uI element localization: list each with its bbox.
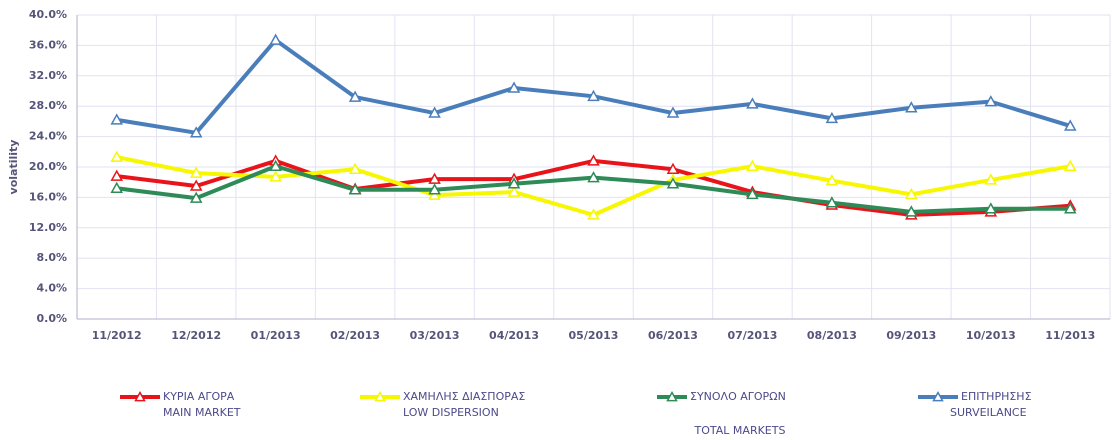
- point-marker: [269, 170, 282, 182]
- x-tick-label: 08/2013: [807, 329, 857, 342]
- y-tick-label: 8.0%: [36, 251, 67, 264]
- legend-label: ΧΑΜΗΛΗΣ ΔΙΑΣΠΟΡΑΣ: [403, 390, 525, 403]
- y-tick-label: 4.0%: [36, 282, 67, 295]
- point-marker: [269, 33, 282, 45]
- x-tick-label: 10/2013: [966, 329, 1016, 342]
- series-line: [116, 38, 1071, 135]
- point-marker: [746, 159, 759, 171]
- point-marker: [110, 150, 124, 162]
- x-tick-label: 04/2013: [489, 329, 539, 342]
- point-marker: [428, 183, 441, 195]
- point-marker: [428, 188, 441, 200]
- legend-label: ΚΥΡΙΑ ΑΓΟΡΑ: [163, 390, 235, 403]
- y-axis-label: volatility: [7, 140, 20, 195]
- point-marker: [348, 183, 362, 195]
- point-marker: [666, 177, 680, 189]
- point-marker: [189, 191, 203, 203]
- point-marker: [507, 177, 521, 189]
- legend-label: SURVEILANCE: [950, 406, 1027, 419]
- y-tick-label: 24.0%: [29, 130, 67, 143]
- point-marker: [825, 196, 839, 208]
- x-tick-label: 12/2012: [171, 329, 221, 342]
- legend-label: MAIN MARKET: [163, 406, 241, 419]
- x-tick-label: 03/2013: [410, 329, 460, 342]
- y-tick-label: 20.0%: [29, 160, 67, 173]
- point-marker: [189, 126, 203, 138]
- point-marker: [905, 101, 918, 113]
- point-marker: [189, 166, 203, 178]
- y-tick-label: 40.0%: [29, 8, 67, 21]
- legend-label: ΣΥΝΟΛΟ ΑΓΟΡΩΝ: [690, 390, 786, 403]
- legend-marker: [666, 390, 678, 402]
- point-marker: [905, 205, 918, 217]
- point-marker: [666, 106, 680, 118]
- x-tick-label: 11/2012: [92, 329, 142, 342]
- point-marker: [746, 97, 759, 109]
- legend-label: TOTAL MARKETS: [694, 424, 786, 437]
- series-line: [116, 158, 1071, 217]
- x-tick-label: 07/2013: [727, 329, 777, 342]
- point-marker: [428, 106, 441, 118]
- y-tick-label: 16.0%: [29, 190, 67, 203]
- point-marker: [984, 202, 998, 214]
- point-marker: [1063, 159, 1077, 171]
- point-marker: [189, 179, 203, 191]
- y-tick-label: 0.0%: [36, 312, 67, 325]
- legend-marker: [134, 390, 146, 402]
- point-marker: [587, 89, 600, 102]
- x-tick-label: 02/2013: [330, 329, 380, 342]
- point-marker: [587, 171, 600, 183]
- point-marker: [348, 162, 362, 175]
- y-tick-label: 32.0%: [29, 69, 67, 82]
- point-marker: [746, 187, 759, 200]
- y-tick-label: 28.0%: [29, 99, 67, 112]
- x-tick-label: 09/2013: [886, 329, 936, 342]
- legend-marker: [374, 390, 386, 402]
- point-marker: [905, 187, 918, 200]
- y-tick-label: 36.0%: [29, 38, 67, 51]
- point-marker: [110, 169, 124, 181]
- point-marker: [825, 174, 839, 186]
- point-marker: [348, 90, 362, 102]
- x-tick-label: 05/2013: [569, 329, 619, 342]
- legend-label: ΕΠΙΤΗΡΗΣΗΣ: [961, 390, 1032, 403]
- legend-marker: [932, 390, 944, 402]
- point-marker: [110, 181, 124, 194]
- point-marker: [110, 113, 124, 125]
- point-marker: [984, 95, 998, 107]
- point-marker: [587, 208, 600, 220]
- x-tick-label: 01/2013: [251, 329, 301, 342]
- point-marker: [507, 81, 521, 93]
- point-marker: [1063, 202, 1077, 214]
- point-marker: [825, 111, 839, 124]
- point-marker: [269, 159, 282, 171]
- point-marker: [587, 154, 600, 166]
- legend-label: LOW DISPERSION: [403, 406, 499, 419]
- point-marker: [1063, 119, 1077, 131]
- x-tick-label: 06/2013: [648, 329, 698, 342]
- point-marker: [666, 162, 680, 175]
- point-marker: [428, 172, 441, 184]
- point-marker: [507, 185, 521, 197]
- y-tick-label: 12.0%: [29, 221, 67, 234]
- point-marker: [984, 173, 998, 185]
- x-tick-label: 11/2013: [1045, 329, 1095, 342]
